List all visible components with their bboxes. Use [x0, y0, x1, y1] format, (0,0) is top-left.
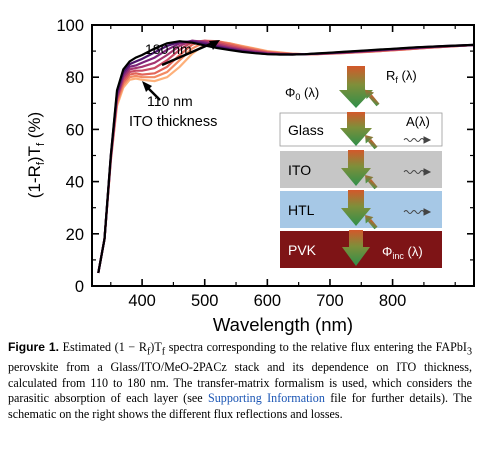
transmission-chart: 180 nm 110 nm ITO thickness Glass ITO HT…	[25, 17, 475, 335]
phi-inc-label: Φinc (λ)	[382, 244, 423, 261]
layer-label-ito: ITO	[288, 162, 311, 178]
reflection-arrows	[365, 89, 380, 230]
x-tick-label: 500	[191, 292, 219, 310]
caption-text-1: Estimated (1 − R	[59, 340, 147, 354]
incident-flux-arrow	[339, 66, 373, 266]
flux-schematic: Glass ITO HTL PVK Φ0 (λ) Rf	[279, 66, 443, 268]
spectrum-line-7	[97, 40, 474, 274]
caption-sub-2: f	[161, 346, 166, 358]
spectra-curves	[97, 39, 474, 274]
layer-label-htl: HTL	[288, 202, 315, 218]
figure-caption: Figure 1. Estimated (1 − Rf)Tf spectra c…	[8, 340, 472, 422]
rf-label: Rf (λ)	[386, 68, 417, 85]
phi0-label: Φ0 (λ)	[285, 85, 319, 102]
absorption-squiggles	[403, 136, 432, 216]
x-tick-label: 600	[254, 292, 282, 310]
annotation-bottom: 110 nm	[147, 93, 193, 109]
caption-text-4: perovskite from a Glass/ITO/MeO-2PACz st…	[8, 360, 472, 406]
thickness-annotation: 180 nm 110 nm ITO thickness	[129, 40, 220, 130]
caption-text-5: file for further details). The schematic…	[8, 391, 472, 421]
y-tick-label: 100	[56, 17, 84, 35]
caption-sub-3: 3	[466, 346, 473, 358]
caption-sub-1: f	[146, 346, 151, 358]
x-tick-label: 400	[128, 292, 156, 310]
y-tick-label: 0	[75, 278, 84, 296]
layer-label-glass: Glass	[288, 122, 324, 138]
y-axis-label: (1-Rf)Tf (%)	[25, 112, 47, 198]
y-tick-label: 20	[66, 226, 84, 244]
figure-1: 180 nm 110 nm ITO thickness Glass ITO HT…	[25, 17, 475, 335]
annotation-label: ITO thickness	[129, 114, 217, 130]
caption-text-3: spectra corresponding to the relative fl…	[165, 340, 467, 354]
supporting-information-link[interactable]: Supporting Information	[208, 391, 325, 406]
chart-axes: 400 500 600 700 800 0 20 40 60 80 100 Wavelength …	[25, 17, 475, 335]
y-tick-label: 40	[66, 174, 84, 192]
x-tick-label: 700	[316, 292, 344, 310]
caption-label: Figure 1.	[8, 340, 60, 354]
absorption-label: A(λ)	[406, 114, 430, 129]
y-tick-label: 60	[66, 121, 84, 139]
x-tick-label: 800	[379, 292, 407, 310]
x-axis-label: Wavelength (nm)	[213, 314, 353, 335]
caption-text-2: )T	[150, 340, 162, 354]
layer-label-pvk: PVK	[288, 242, 317, 258]
annotation-top: 180 nm	[145, 41, 192, 57]
y-tick-label: 80	[66, 69, 84, 87]
